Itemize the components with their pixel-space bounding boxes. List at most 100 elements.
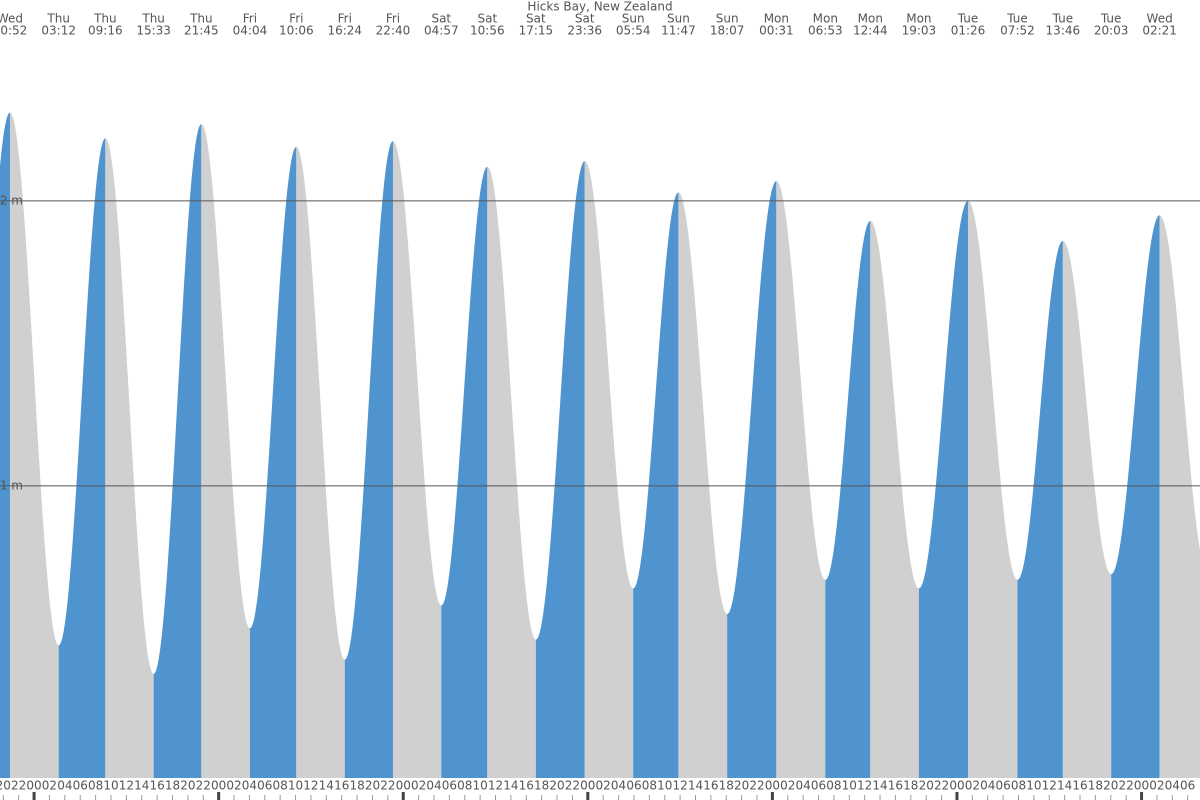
tide-segment <box>776 180 826 778</box>
extreme-day: Mon <box>813 12 838 26</box>
x-tick-label: 00 <box>211 779 226 793</box>
extreme-day: Fri <box>243 12 257 26</box>
extreme-day: Sat <box>575 12 595 26</box>
x-tick-label: 20 <box>180 779 195 793</box>
x-tick-label: 06 <box>1180 779 1195 793</box>
x-tick-label: 02 <box>780 779 795 793</box>
x-tick-label: 14 <box>688 779 703 793</box>
x-tick-label: 22 <box>565 779 580 793</box>
x-tick-label: 02 <box>596 779 611 793</box>
extreme-day: Tue <box>1100 12 1122 26</box>
x-tick-label: 20 <box>549 779 564 793</box>
extreme-time: 10:06 <box>279 24 314 38</box>
x-tick-label: 10 <box>1026 779 1041 793</box>
x-tick-label: 08 <box>273 779 288 793</box>
extreme-day: Thu <box>93 12 117 26</box>
tide-segment <box>727 180 777 778</box>
x-tick-label: 14 <box>872 779 887 793</box>
x-tick-label: 10 <box>472 779 487 793</box>
x-tick-label: 00 <box>26 779 41 793</box>
extreme-day: Tue <box>1006 12 1028 26</box>
x-tick-label: 16 <box>519 779 534 793</box>
extreme-day: Sun <box>716 12 739 26</box>
x-tick-label: 16 <box>703 779 718 793</box>
x-tick-label: 04 <box>426 779 441 793</box>
extreme-day: Sat <box>526 12 546 26</box>
x-tick-label: 16 <box>334 779 349 793</box>
x-tick-label: 20 <box>0 779 11 793</box>
tide-segment <box>1017 240 1063 778</box>
x-tick-label: 12 <box>857 779 872 793</box>
x-tick-label: 06 <box>73 779 88 793</box>
extreme-day: Fri <box>289 12 303 26</box>
extreme-day: Mon <box>764 12 789 26</box>
tide-segment <box>105 138 154 779</box>
extreme-day: Fri <box>386 12 400 26</box>
extreme-time: 11:47 <box>661 24 696 38</box>
x-tick-label: 22 <box>380 779 395 793</box>
x-tick-label: 10 <box>657 779 672 793</box>
x-tick-label: 14 <box>134 779 149 793</box>
extreme-day: Tue <box>1052 12 1074 26</box>
extreme-day: Fri <box>338 12 352 26</box>
x-tick-label: 10 <box>288 779 303 793</box>
extreme-time: 22:40 <box>376 24 411 38</box>
x-tick-label: 04 <box>57 779 72 793</box>
x-tick-label: 16 <box>149 779 164 793</box>
x-tick-label: 18 <box>1088 779 1103 793</box>
x-tick-label: 20 <box>365 779 380 793</box>
x-tick-label: 12 <box>303 779 318 793</box>
extreme-time: 09:16 <box>88 24 123 38</box>
extreme-time: 21:45 <box>184 24 219 38</box>
x-tick-label: 08 <box>1011 779 1026 793</box>
extreme-time: 20:03 <box>1094 24 1129 38</box>
tide-segment <box>870 220 919 779</box>
extreme-time: 05:54 <box>616 24 651 38</box>
tide-segment <box>918 200 968 778</box>
x-tick-label: 16 <box>888 779 903 793</box>
x-tick-label: 02 <box>965 779 980 793</box>
extreme-time: 18:07 <box>710 24 745 38</box>
extreme-day: Wed <box>0 12 23 26</box>
x-tick-label: 18 <box>349 779 364 793</box>
x-tick-label: 02 <box>42 779 57 793</box>
x-tick-label: 08 <box>642 779 657 793</box>
x-tick-label: 12 <box>488 779 503 793</box>
x-tick-label: 14 <box>319 779 334 793</box>
tide-segment <box>967 200 1018 778</box>
x-tick-label: 02 <box>411 779 426 793</box>
extreme-day: Sun <box>622 12 645 26</box>
x-tick-label: 22 <box>934 779 949 793</box>
extreme-day: Thu <box>189 12 213 26</box>
extreme-time: 20:52 <box>0 24 27 38</box>
x-tick-label: 00 <box>765 779 780 793</box>
x-axis-band <box>0 778 1200 800</box>
x-tick-label: 04 <box>980 779 995 793</box>
extreme-day: Thu <box>46 12 70 26</box>
extreme-time: 16:24 <box>327 24 362 38</box>
x-tick-label: 02 <box>226 779 241 793</box>
tide-segment <box>535 161 585 778</box>
extreme-time: 07:52 <box>1000 24 1035 38</box>
x-tick-label: 12 <box>672 779 687 793</box>
x-tick-label: 20 <box>1103 779 1118 793</box>
x-tick-label: 00 <box>396 779 411 793</box>
extreme-day: Mon <box>858 12 883 26</box>
x-tick-label: 00 <box>949 779 964 793</box>
x-tick-label: 12 <box>119 779 134 793</box>
extreme-day: Sat <box>431 12 451 26</box>
x-tick-label: 20 <box>734 779 749 793</box>
x-tick-label: 20 <box>919 779 934 793</box>
extreme-time: 04:04 <box>233 24 268 38</box>
chart-title: Hicks Bay, New Zealand <box>527 0 672 14</box>
x-tick-label: 06 <box>626 779 641 793</box>
x-tick-label: 10 <box>103 779 118 793</box>
x-tick-label: 04 <box>611 779 626 793</box>
x-tick-label: 06 <box>257 779 272 793</box>
x-tick-label: 18 <box>903 779 918 793</box>
y-tick-label: 2 m <box>0 193 23 207</box>
x-tick-label: 00 <box>1134 779 1149 793</box>
extreme-time: 12:44 <box>853 24 888 38</box>
x-tick-label: 06 <box>995 779 1010 793</box>
